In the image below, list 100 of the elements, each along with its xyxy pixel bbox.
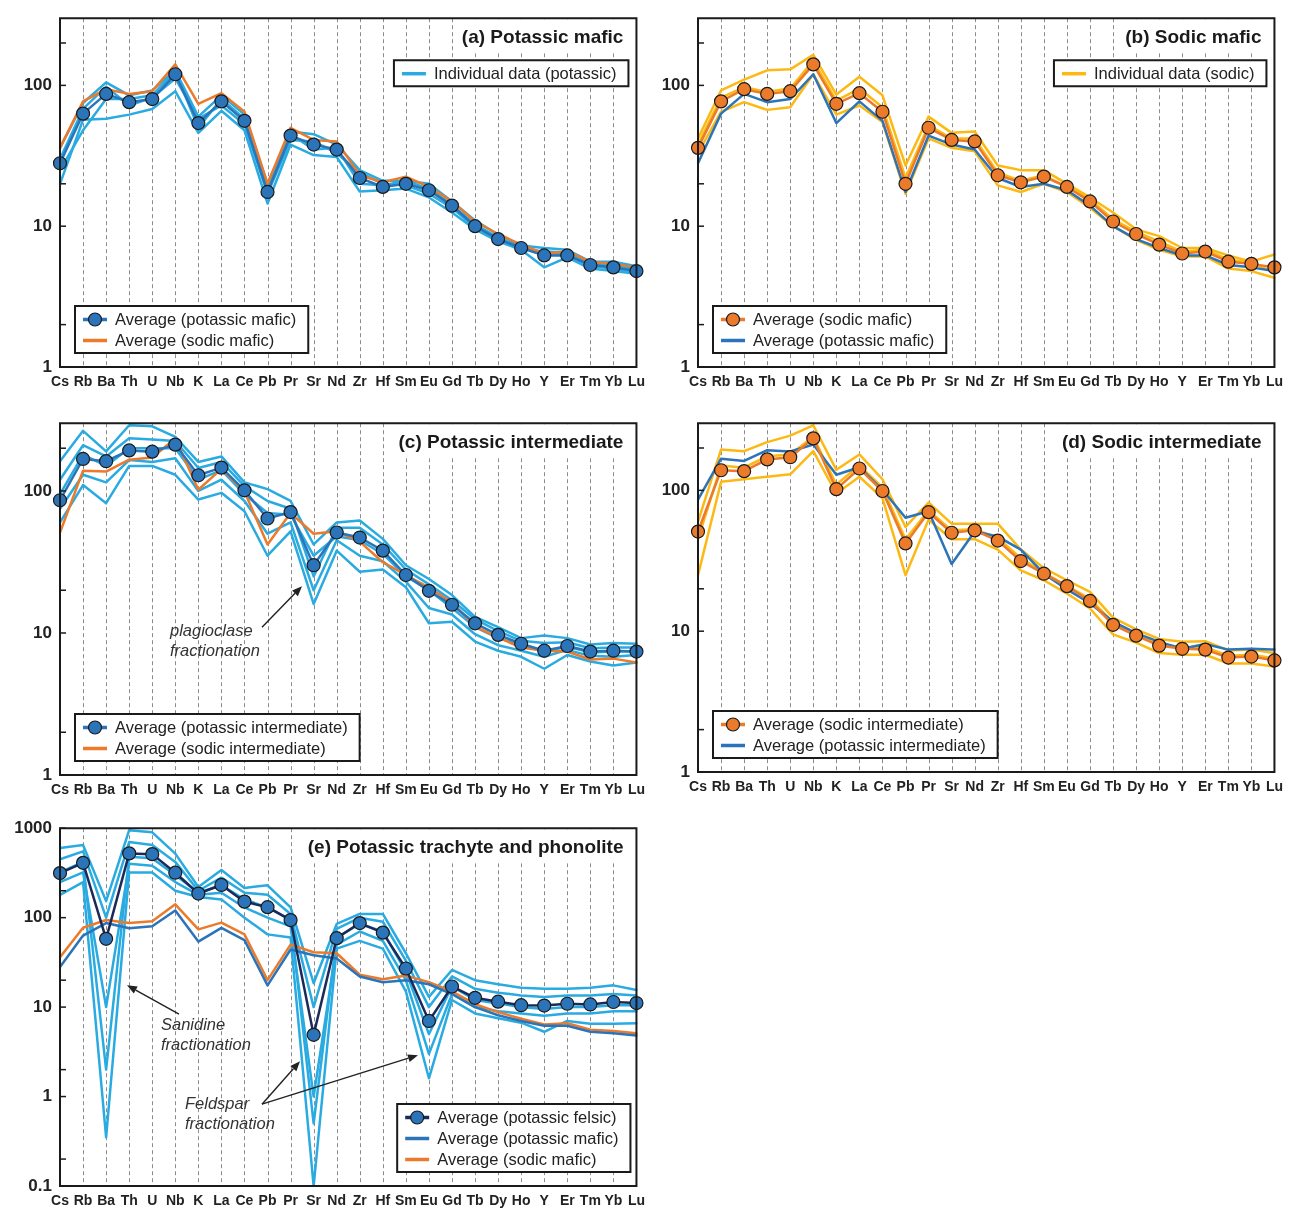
- x-tick-label: Er: [1197, 778, 1214, 795]
- x-tick-label: Yb: [604, 1192, 623, 1209]
- x-tick-label: Gd: [1080, 373, 1100, 390]
- x-tick-label: Zr: [990, 373, 1006, 390]
- x-tick-label: Nb: [165, 781, 185, 798]
- chart-title: (d) Sodic intermediate: [1061, 431, 1262, 453]
- x-tick-label: Tb: [1104, 778, 1122, 795]
- x-tick-label: Y: [539, 781, 550, 798]
- x-tick-label: Ho: [1149, 778, 1169, 795]
- y-tick-label: 10: [33, 215, 52, 235]
- chart-title: (e) Potassic trachyte and phonolite: [307, 836, 624, 858]
- x-tick-label: Th: [120, 1192, 138, 1209]
- x-tick-label: Ce: [235, 373, 254, 390]
- x-tick-label: K: [193, 373, 204, 390]
- y-tick-label: 10: [671, 215, 690, 235]
- legend-label: Average (sodic mafic): [753, 309, 913, 328]
- x-tick-label: La: [213, 373, 230, 390]
- x-tick-label: Yb: [604, 373, 623, 390]
- x-tick-label: Th: [758, 778, 776, 795]
- x-tick-label: K: [193, 781, 204, 798]
- x-tick-label: Er: [1197, 373, 1214, 390]
- x-tick-label: Hf: [375, 781, 391, 798]
- x-tick-label: Dy: [1127, 778, 1146, 795]
- x-tick-label: Rb: [73, 1192, 93, 1209]
- x-tick-label: Y: [1177, 373, 1188, 390]
- y-tick-label: 100: [23, 75, 52, 95]
- x-tick-label: Hf: [1013, 778, 1029, 795]
- legend-label: Average (potassic intermediate): [115, 717, 348, 736]
- x-tick-label: K: [193, 1192, 204, 1209]
- x-tick-label: U: [785, 373, 796, 390]
- y-tick-label: 1: [680, 356, 690, 376]
- x-tick-label: Pb: [258, 1192, 277, 1209]
- x-tick-label: U: [147, 373, 158, 390]
- x-tick-label: Nd: [327, 781, 347, 798]
- x-tick-label: K: [831, 778, 842, 795]
- x-tick-label: Ba: [97, 781, 116, 798]
- x-tick-label: Y: [539, 373, 550, 390]
- x-tick-label: Nb: [165, 373, 185, 390]
- x-tick-label: Cs: [51, 373, 70, 390]
- x-tick-label: Sm: [1032, 778, 1055, 795]
- y-tick-label: 1: [42, 764, 52, 784]
- x-tick-label: Sm: [1032, 373, 1055, 390]
- x-tick-label: Tm: [579, 1192, 601, 1209]
- x-tick-label: Nd: [965, 778, 985, 795]
- x-tick-label: Lu: [1265, 373, 1283, 390]
- x-tick-label: Cs: [51, 781, 70, 798]
- x-tick-label: Tm: [579, 781, 601, 798]
- x-tick-label: Lu: [627, 1192, 645, 1209]
- x-tick-label: Cs: [689, 373, 708, 390]
- y-tick-label: 100: [23, 480, 52, 500]
- y-tick-label: 1000: [14, 817, 52, 837]
- x-tick-label: Eu: [419, 1192, 438, 1209]
- x-tick-label: Ho: [511, 1192, 531, 1209]
- legend-label: Average (potassic intermediate): [753, 735, 986, 754]
- x-tick-label: Tm: [1217, 778, 1239, 795]
- x-tick-label: Zr: [352, 1192, 368, 1209]
- x-tick-label: Ho: [511, 373, 531, 390]
- x-tick-label: Lu: [627, 781, 645, 798]
- x-tick-label: Dy: [1127, 373, 1146, 390]
- chart-title: (b) Sodic mafic: [1125, 26, 1262, 48]
- x-tick-label: Tb: [466, 781, 484, 798]
- y-tick-label: 1: [42, 356, 52, 376]
- x-tick-label: Hf: [375, 1192, 391, 1209]
- x-tick-label: Y: [1177, 778, 1188, 795]
- legend-label: Individual data (potassic): [433, 63, 617, 82]
- legend-label: Average (sodic intermediate): [115, 738, 326, 757]
- y-tick-label: 1: [680, 761, 690, 781]
- x-tick-label: Cs: [51, 1192, 70, 1209]
- x-tick-label: Ce: [873, 778, 892, 795]
- x-tick-label: Y: [539, 1192, 550, 1209]
- legend-label: Average (sodic mafic): [437, 1149, 597, 1168]
- legend-label: Average (potassic mafic): [437, 1128, 619, 1147]
- x-tick-label: Hf: [1013, 373, 1029, 390]
- x-tick-label: La: [851, 373, 868, 390]
- x-tick-label: Zr: [352, 781, 368, 798]
- x-tick-label: Ba: [735, 373, 754, 390]
- x-tick-label: Gd: [442, 373, 462, 390]
- legend-label: Average (sodic intermediate): [753, 714, 964, 733]
- legend-label: Average (potassic mafic): [115, 309, 297, 328]
- x-tick-label: Sm: [394, 1192, 417, 1209]
- x-tick-label: Dy: [489, 373, 508, 390]
- chart-title: (c) Potassic intermediate: [398, 431, 624, 453]
- x-tick-label: Th: [120, 373, 138, 390]
- x-tick-label: Gd: [442, 1192, 462, 1209]
- x-tick-label: Sr: [944, 778, 960, 795]
- x-tick-label: Gd: [1080, 778, 1100, 795]
- legend-label: Average (potassic mafic): [753, 330, 935, 349]
- x-tick-label: Ba: [735, 778, 754, 795]
- annotation: plagioclase fractionation: [169, 621, 260, 660]
- x-tick-label: Eu: [419, 781, 438, 798]
- x-tick-label: Nd: [965, 373, 985, 390]
- x-tick-label: Rb: [73, 373, 93, 390]
- x-tick-label: Ce: [235, 781, 254, 798]
- x-tick-label: Zr: [990, 778, 1006, 795]
- x-tick-label: Er: [559, 1192, 576, 1209]
- x-tick-label: Hf: [375, 373, 391, 390]
- legend-label: Average (potassic felsic): [437, 1107, 617, 1126]
- y-tick-label: 1: [42, 1086, 52, 1106]
- x-tick-label: Yb: [1242, 778, 1261, 795]
- x-tick-label: Sr: [306, 1192, 322, 1209]
